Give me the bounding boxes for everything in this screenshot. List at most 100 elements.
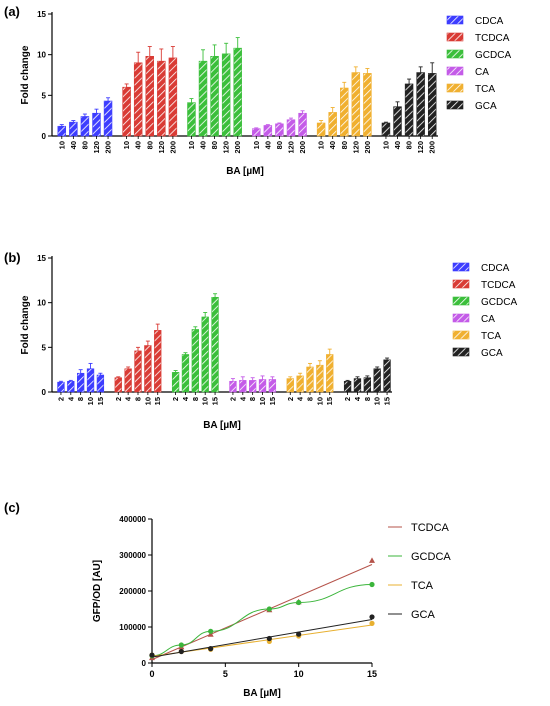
bar-tcdca [133,62,143,137]
x-tick-label: 40 [134,141,143,149]
legend-label-gcdca: GCDCA [481,297,517,308]
bar-cdca [86,368,95,393]
bar-ca [275,123,284,137]
legend-swatch-gcdca [446,49,464,59]
legend-swatch-cdca [446,15,464,25]
x-tick-label: 200 [428,141,437,154]
bar-gca [381,122,391,137]
bar-ca [252,128,261,137]
x-tick-label: 200 [168,141,177,154]
bar-gca [404,83,414,137]
bar-tca [316,122,326,137]
bar-cdca [67,380,75,393]
y-tick-label: 100000 [119,623,146,632]
bar-gca [343,380,352,393]
x-tick-label: 200 [104,141,113,154]
y-tick-label: 300000 [119,551,146,560]
panel-label: (a) [4,4,20,19]
bar-tcdca [114,377,122,393]
data-point-gcdca [296,599,302,606]
x-tick-label: 200 [233,141,242,154]
x-tick-label: 10 [122,141,131,149]
x-tick-label: 0 [149,669,154,679]
bar-gca [383,359,391,393]
y-tick-label: 15 [37,254,46,263]
bar-gcdca [181,354,190,393]
bar-tca [286,378,294,393]
fit-line-gca [151,618,373,658]
y-axis-title: Fold change [20,295,31,354]
x-tick-label: 80 [405,141,414,149]
y-tick-label: 5 [42,343,47,352]
y-tick-label: 10 [37,299,46,308]
bar-tca [296,375,304,393]
x-tick-label: 8 [76,397,85,401]
bar-cdca [103,100,113,137]
bar-gcdca [198,60,208,137]
legend-label-tcdca: TCDCA [475,33,510,44]
x-tick-label: 2 [56,397,65,401]
x-tick-label: 120 [416,141,425,154]
bar-gcdca [211,297,219,393]
legend-label-tca: TCA [411,580,434,592]
x-tick-label: 120 [286,141,295,154]
x-tick-label: 10 [187,141,196,149]
data-point-gcdca [266,606,272,612]
y-tick-label: 5 [42,91,47,100]
legend-swatch-ca [452,313,470,323]
x-tick-label: 15 [96,397,105,405]
legend-label-tcdca: TCDCA [481,280,516,291]
x-tick-label: 10 [258,397,267,405]
legend-swatch-gca [452,347,470,357]
x-tick-label: 80 [80,141,89,149]
x-tick-label: 2 [171,397,180,401]
y-axis-title: GFP/OD [AU] [92,560,103,622]
data-point-tcdca [207,631,214,637]
y-tick-label: 0 [142,659,147,668]
x-tick-label: 10 [86,397,95,405]
bar-tca [306,366,314,393]
x-tick-label: 120 [157,141,166,154]
x-tick-label: 4 [296,396,305,401]
data-point-tca [369,620,375,627]
x-tick-label: 40 [69,141,78,149]
y-tick-label: 0 [42,132,47,141]
x-tick-label: 15 [268,397,277,405]
bar-tcdca [134,350,142,393]
bar-gcdca [201,316,209,393]
fit-line-tcdca [151,564,373,661]
legend-swatch-ca [446,66,464,76]
legend-label-gcdca: GCDCA [475,50,511,61]
data-point-gcdca [369,581,375,588]
bar-ca [263,125,273,137]
bar-gca [393,106,402,137]
x-tick-label: 15 [325,397,334,405]
x-tick-label: 8 [363,397,372,401]
x-tick-label: 15 [383,397,392,405]
y-tick-label: 400000 [119,515,146,524]
bar-tca [363,73,372,137]
legend-swatch-tca [452,330,470,340]
bar-ca [239,380,247,393]
legend-label-ca: CA [475,67,489,78]
x-tick-label: 10 [317,141,326,149]
bar-tcdca [145,55,154,137]
legend-swatch-tca [446,83,464,93]
x-tick-label: 8 [248,397,257,401]
data-point-gca [178,648,184,655]
bar-tcdca [144,345,152,393]
bar-tcdca [122,86,131,137]
data-point-gcdca [208,628,214,634]
x-tick-label: 2 [286,397,295,401]
legend-label-gca: GCA [481,348,503,359]
legend-label-tca: TCA [475,84,495,95]
data-point-gca [369,614,375,620]
x-tick-label: 15 [211,397,220,405]
x-tick-label: 4 [124,396,133,401]
legend-label-tca: TCA [481,331,501,342]
bar-tca [316,364,324,393]
x-tick-label: 80 [145,141,154,149]
x-tick-label: 80 [340,141,349,149]
x-tick-label: 120 [92,141,101,154]
bar-gcdca [233,47,242,137]
